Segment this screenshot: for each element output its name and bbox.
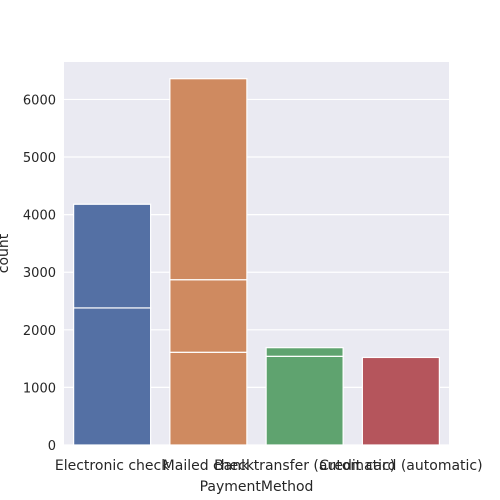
bar-segment: [361, 356, 440, 446]
y-axis-label: count: [0, 233, 12, 273]
y-tick-label: 3000: [23, 266, 56, 281]
bar-segment: [265, 347, 344, 357]
y-tick-label: 1000: [23, 381, 56, 396]
bar-segment: [169, 351, 248, 446]
y-tick-label: 0: [48, 439, 56, 454]
bar-segment: [169, 279, 248, 353]
bars: [73, 78, 440, 446]
bar-segment: [169, 78, 248, 281]
x-tick-label: Bank transfer (automatic): [214, 458, 395, 474]
x-tick-label: Mailed check: [163, 458, 255, 474]
y-tick-labels: 0 1000 2000 3000 4000 5000 6000: [23, 93, 56, 454]
y-tick-label: 2000: [23, 324, 56, 339]
x-tick-label: Credit card (automatic): [319, 458, 482, 474]
x-axis-label: PaymentMethod: [200, 479, 314, 495]
x-tick-label: Electronic check: [55, 458, 170, 474]
bar-segment: [73, 307, 152, 446]
y-tick-label: 5000: [23, 151, 56, 166]
bar-segment: [265, 355, 344, 446]
y-tick-label: 6000: [23, 93, 56, 108]
bar-segment: [73, 203, 152, 309]
y-tick-label: 4000: [23, 209, 56, 224]
